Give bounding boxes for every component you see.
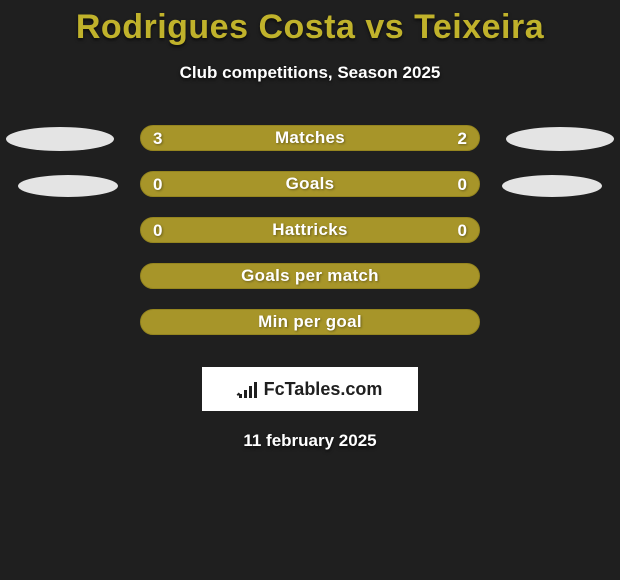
stat-row: Goals per match bbox=[0, 253, 620, 299]
subtitle: Club competitions, Season 2025 bbox=[0, 63, 620, 83]
stat-label: Goals per match bbox=[241, 266, 379, 286]
stat-pill: Min per goal bbox=[140, 309, 480, 335]
stat-row: Min per goal bbox=[0, 299, 620, 345]
stat-label: Hattricks bbox=[272, 220, 347, 240]
stat-pill: 0 Hattricks 0 bbox=[140, 217, 480, 243]
player-right-shape bbox=[506, 127, 614, 151]
comparison-card: Rodrigues Costa vs Teixeira Club competi… bbox=[0, 0, 620, 580]
player-right-shape bbox=[502, 175, 602, 197]
stat-label: Min per goal bbox=[258, 312, 362, 332]
stat-right-value: 0 bbox=[458, 218, 467, 244]
page-title: Rodrigues Costa vs Teixeira bbox=[0, 0, 620, 47]
stat-right-value: 2 bbox=[458, 126, 467, 152]
stat-right-value: 0 bbox=[458, 172, 467, 198]
stat-left-value: 3 bbox=[153, 126, 162, 152]
logo-text: FcTables.com bbox=[264, 379, 383, 400]
player-left-shape bbox=[18, 175, 118, 197]
stat-pill: Goals per match bbox=[140, 263, 480, 289]
stat-pill: 3 Matches 2 bbox=[140, 125, 480, 151]
stat-label: Matches bbox=[275, 128, 345, 148]
player-left-shape bbox=[6, 127, 114, 151]
stat-pill: 0 Goals 0 bbox=[140, 171, 480, 197]
stat-row: 0 Hattricks 0 bbox=[0, 207, 620, 253]
logo-text-wrap: FcTables.com bbox=[238, 379, 383, 400]
stat-row: 3 Matches 2 bbox=[0, 115, 620, 161]
stat-left-value: 0 bbox=[153, 172, 162, 198]
stat-left-value: 0 bbox=[153, 218, 162, 244]
bars-icon bbox=[238, 380, 258, 398]
stat-label: Goals bbox=[286, 174, 335, 194]
date-text: 11 february 2025 bbox=[0, 431, 620, 451]
stat-row: 0 Goals 0 bbox=[0, 161, 620, 207]
stat-rows: 3 Matches 2 0 Goals 0 0 Hattricks 0 bbox=[0, 115, 620, 345]
attribution-logo: FcTables.com bbox=[202, 367, 418, 411]
